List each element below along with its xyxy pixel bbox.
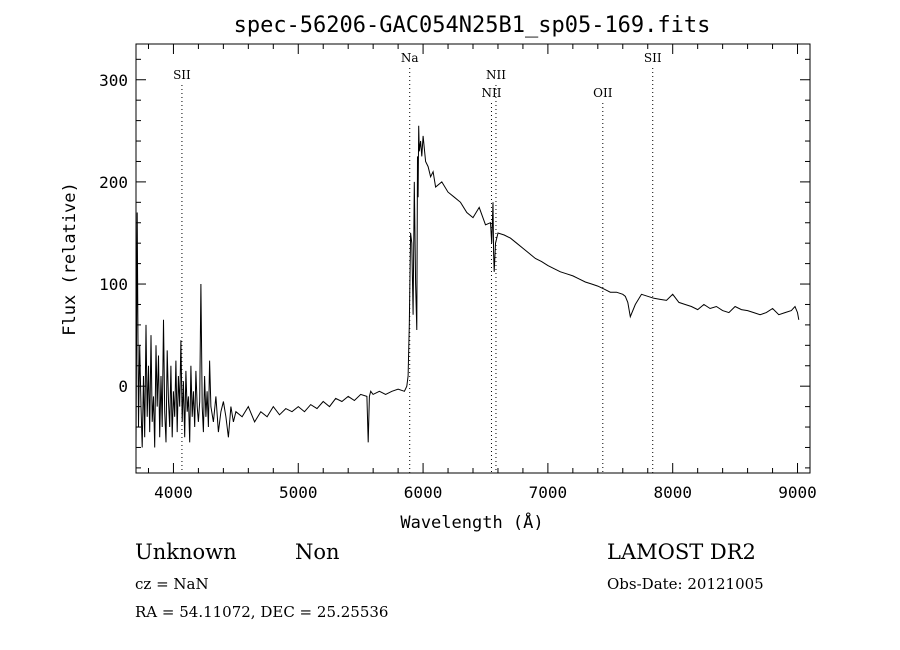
emission-line-markers: SII Na NII NII OII SII xyxy=(173,51,662,473)
survey-label: LAMOST DR2 xyxy=(607,540,756,564)
class-label: Unknown xyxy=(135,540,237,564)
y-tick-label: 200 xyxy=(99,173,128,192)
axis-ticks: 4000 5000 6000 7000 8000 9000 0 100 200 300 xyxy=(99,44,817,502)
line-marker-label: NII xyxy=(481,86,501,100)
x-tick-label: 7000 xyxy=(529,483,568,502)
x-axis-label: Wavelength (Å) xyxy=(400,511,543,533)
subclass-label: Non xyxy=(295,540,340,564)
y-axis-label: Flux (relative) xyxy=(60,182,80,336)
line-marker-label: OII xyxy=(593,86,613,100)
x-tick-label: 4000 xyxy=(154,483,193,502)
plot-frame xyxy=(135,43,811,474)
y-tick-label: 0 xyxy=(118,377,128,396)
spectrum-line xyxy=(135,125,800,448)
obs-date: Obs-Date: 20121005 xyxy=(607,575,764,593)
x-tick-label: 8000 xyxy=(653,483,692,502)
line-marker-label: SII xyxy=(644,51,662,65)
y-tick-label: 100 xyxy=(99,275,128,294)
chart-title: spec-56206-GAC054N25B1_sp05-169.fits xyxy=(234,13,711,38)
coordinates: RA = 54.11072, DEC = 25.25536 xyxy=(135,603,388,621)
x-tick-label: 9000 xyxy=(778,483,817,502)
x-tick-label: 5000 xyxy=(279,483,318,502)
line-marker-label: Na xyxy=(401,51,419,65)
line-marker-label: NII xyxy=(486,68,506,82)
line-marker-label: SII xyxy=(173,68,191,82)
cz-value: cz = NaN xyxy=(135,575,209,593)
x-tick-label: 6000 xyxy=(404,483,443,502)
y-tick-label: 300 xyxy=(99,71,128,90)
